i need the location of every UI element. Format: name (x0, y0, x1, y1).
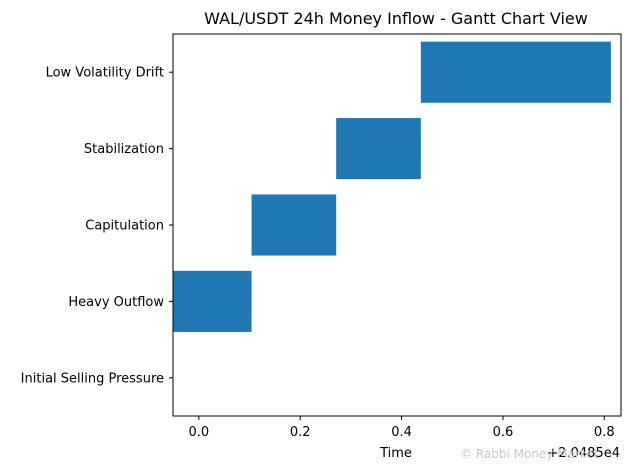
bar-low-volatility-drift (420, 41, 611, 103)
chart-title: WAL/USDT 24h Money Inflow - Gantt Chart … (204, 9, 588, 28)
y-tick-label: Stabilization (84, 142, 164, 157)
x-tick-label: 0.2 (290, 425, 311, 440)
watermark-text: © Rabbi Money Market (460, 447, 599, 461)
bars-group (173, 41, 611, 332)
x-tick-label: 0.6 (493, 425, 514, 440)
x-tick-label: 0.4 (391, 425, 412, 440)
y-tick-label: Heavy Outflow (68, 295, 164, 310)
x-axis-label: Time (379, 446, 412, 461)
y-tick-label: Low Volatility Drift (46, 66, 164, 81)
x-axis-ticks: 0.0 0.2 0.4 0.6 0.8 (189, 416, 615, 440)
y-tick-label: Initial Selling Pressure (21, 371, 164, 386)
x-tick-label: 0.8 (594, 425, 615, 440)
y-axis-ticks: Initial Selling Pressure Heavy Outflow Cap… (21, 66, 173, 386)
bar-heavy-outflow (173, 270, 252, 332)
x-axis-offset-label: +2.0485e4 (547, 446, 620, 461)
bar-stabilization (336, 118, 421, 180)
x-tick-label: 0.0 (189, 425, 210, 440)
y-tick-label: Capitulation (85, 219, 164, 234)
bar-capitulation (251, 194, 337, 256)
